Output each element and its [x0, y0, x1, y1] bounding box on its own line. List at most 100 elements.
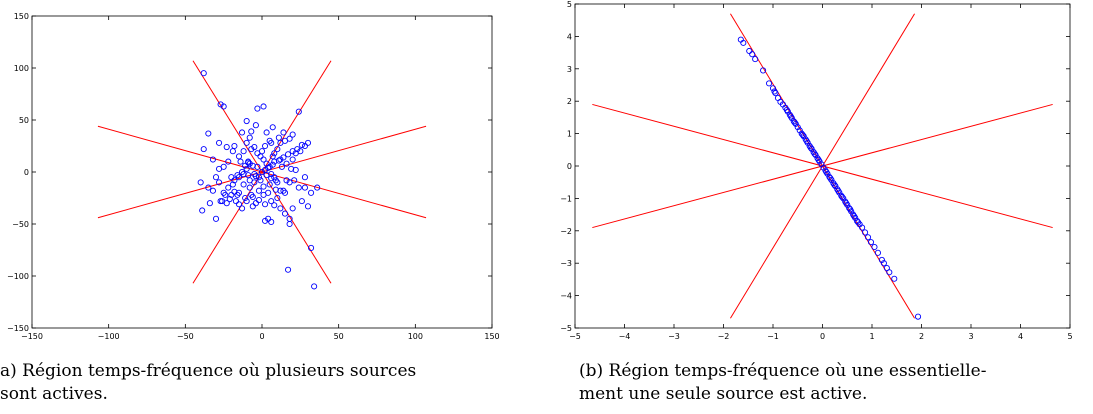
data-point: [914, 313, 922, 320]
data-point: [818, 161, 825, 168]
data-point: [248, 128, 255, 135]
data-point: [240, 148, 247, 155]
data-point: [199, 207, 206, 214]
data-point: [891, 275, 898, 282]
caption-b-line2: ment une seule source est active.: [579, 384, 868, 404]
data-point: [245, 159, 252, 166]
x-tick-label: −100: [98, 332, 120, 341]
data-point: [269, 153, 276, 160]
data-point: [294, 146, 301, 153]
y-tick-label: 4: [567, 32, 572, 41]
data-point: [855, 219, 862, 226]
y-tick-label: −5: [560, 324, 572, 333]
data-point: [217, 198, 224, 205]
data-point: [237, 158, 244, 165]
data-point: [243, 198, 250, 205]
data-point: [262, 217, 269, 224]
data-point: [240, 181, 247, 188]
direction-line: [97, 125, 427, 219]
x-tick-label: −3: [668, 332, 680, 341]
data-point: [749, 51, 756, 58]
data-point: [292, 166, 299, 173]
data-point: [297, 148, 304, 155]
x-tick-label: −150: [21, 332, 43, 341]
data-point: [787, 113, 794, 120]
data-point: [252, 173, 259, 180]
data-point: [843, 200, 850, 207]
data-point: [880, 260, 887, 267]
data-point: [808, 145, 815, 152]
data-point: [272, 186, 279, 193]
x-tick-label: 0: [259, 332, 264, 341]
data-point: [859, 224, 866, 231]
data-point: [283, 177, 290, 184]
direction-line: [592, 103, 1053, 229]
data-point: [246, 177, 253, 184]
data-point: [800, 133, 807, 140]
data-point: [243, 165, 250, 172]
y-tick-label: −3: [560, 259, 572, 268]
data-point: [301, 142, 308, 150]
y-tick-label: −100: [7, 272, 29, 281]
data-point: [268, 218, 275, 225]
data-point: [878, 256, 885, 264]
data-point: [847, 206, 854, 213]
data-point: [209, 156, 216, 163]
data-point: [794, 124, 801, 131]
data-point: [769, 85, 777, 92]
data-point: [831, 181, 838, 188]
data-point: [301, 184, 308, 191]
data-point: [249, 162, 256, 169]
y-tick-label: 150: [14, 12, 29, 21]
data-point: [871, 243, 878, 251]
data-point: [254, 150, 261, 157]
data-point: [298, 141, 305, 149]
x-tick-label: 3: [968, 332, 973, 341]
data-point: [248, 146, 255, 153]
data-point: [239, 129, 246, 136]
x-tick-label: −50: [177, 332, 194, 341]
data-point: [839, 194, 846, 201]
chart-panel-a: −150 −100 −50 0 50 100 150 −150 −100 −50 0 50 100 150: [0, 0, 546, 414]
data-point: [246, 184, 253, 191]
data-point: [222, 191, 229, 198]
data-point: [235, 201, 243, 208]
data-point: [289, 131, 296, 138]
x-tick-label: −1: [767, 332, 779, 341]
data-point: [811, 150, 818, 157]
data-point: [226, 195, 233, 203]
data-point: [258, 168, 266, 176]
x-tick-label: 150: [484, 332, 499, 341]
data-point: [220, 103, 227, 110]
data-point: [251, 143, 258, 151]
data-point: [799, 131, 806, 138]
data-point: [260, 183, 267, 190]
data-point: [846, 205, 853, 212]
data-point: [242, 194, 249, 202]
data-point: [295, 184, 302, 191]
data-point: [268, 171, 275, 178]
data-point: [234, 191, 241, 198]
data-point: [252, 200, 259, 207]
x-tick-label: 50: [334, 332, 344, 341]
data-point: [245, 172, 252, 179]
data-point: [255, 174, 262, 181]
data-point: [277, 156, 284, 163]
data-point: [274, 146, 281, 153]
y-tick-label: 100: [14, 64, 29, 73]
data-point: [746, 47, 753, 55]
data-point: [246, 134, 253, 141]
data-point: [248, 191, 255, 198]
data-point: [200, 146, 207, 153]
data-point: [266, 181, 273, 188]
data-point: [206, 200, 213, 207]
data-point: [803, 138, 810, 145]
data-point: [304, 203, 312, 210]
data-point: [257, 177, 264, 184]
data-point: [263, 160, 270, 167]
data-point: [209, 187, 216, 194]
data-point: [280, 154, 287, 161]
x-tick-label: 4: [1018, 332, 1023, 341]
data-point: [851, 213, 858, 220]
data-point: [301, 174, 308, 181]
